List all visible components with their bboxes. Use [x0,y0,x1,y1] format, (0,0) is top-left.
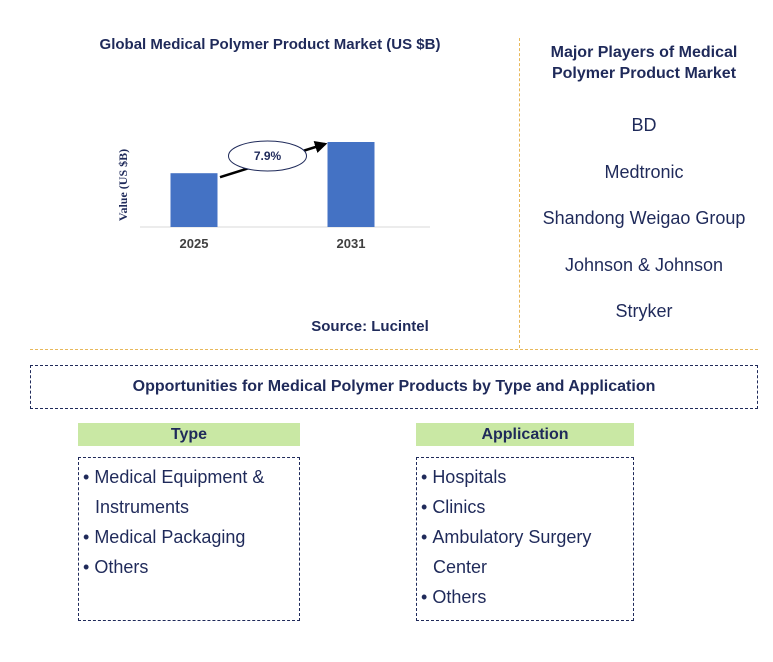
players-title: Major Players of Medical Polymer Product… [550,44,738,82]
type-list: Medical Equipment & Instruments Medical … [83,462,295,582]
application-list: Hospitals Clinics Ambulatory Surgery Cen… [421,462,629,612]
vertical-divider [519,38,520,348]
type-item: Others [83,552,295,582]
player-item: Stryker [615,301,673,321]
cagr-label: 7.9% [254,149,282,163]
players-list: BD Medtronic Shandong Weigao Group Johns… [530,112,758,345]
opportunities-title: Opportunities for Medical Polymer Produc… [30,365,758,409]
bar-2031 [327,142,375,227]
x-tick-label: 2031 [337,236,366,251]
horizontal-divider [30,349,758,350]
type-list-box: Medical Equipment & Instruments Medical … [78,457,300,621]
player-item: BD [631,115,657,135]
application-item: Ambulatory Surgery Center [421,522,629,582]
type-item: Medical Packaging [83,522,295,552]
cagr-bubble [228,140,307,172]
application-list-box: Hospitals Clinics Ambulatory Surgery Cen… [416,457,634,621]
application-item: Clinics [421,492,629,522]
player-item: Johnson & Johnson [564,254,724,275]
application-item: Others [421,582,629,612]
x-tick-label: 2025 [180,236,209,251]
player-item: Medtronic [604,161,684,182]
application-header: Application [416,423,634,446]
y-axis-label: Value (US $B) [116,149,130,221]
bar-2025 [170,173,218,227]
type-item: Medical Equipment & Instruments [83,462,295,522]
player-item: Shandong Weigao Group [542,208,746,228]
chart-title: Global Medical Polymer Product Market (U… [99,36,441,53]
source-label: Source: Lucintel [311,318,429,335]
bar-chart: Value (US $B) 2025 2031 7.9% [116,140,430,251]
application-item: Hospitals [421,462,629,492]
type-header: Type [78,423,300,446]
